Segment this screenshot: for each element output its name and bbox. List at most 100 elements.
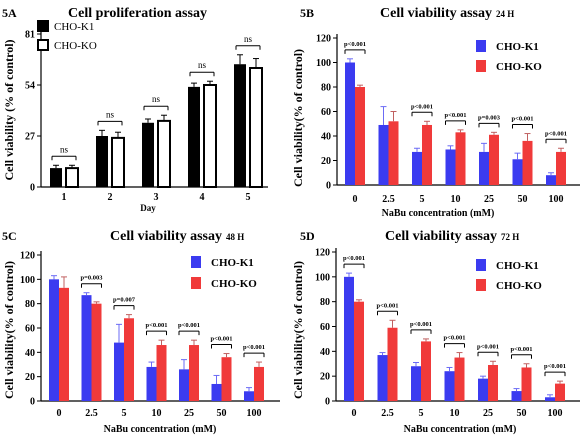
sig-annotation: p<0.001 <box>243 344 265 351</box>
x-tick-label: 2.5 <box>381 408 394 419</box>
y-tick-label: 80 <box>25 299 35 310</box>
bar <box>124 318 134 401</box>
legend-label: CHO-KO <box>496 61 542 73</box>
y-tick-label: 60 <box>320 322 330 333</box>
bar <box>454 357 465 401</box>
y-tick-label: 81 <box>25 30 35 41</box>
bar <box>444 371 455 401</box>
chart-title: Cell viability assay 48 H <box>110 229 244 244</box>
x-tick-label: 5 <box>122 408 127 419</box>
bar <box>521 367 532 401</box>
y-tick-label: 20 <box>320 372 330 383</box>
x-tick-label: 5 <box>419 408 424 419</box>
x-tick-label: 1 <box>62 192 67 203</box>
y-tick-label: 80 <box>321 83 331 94</box>
legend-swatch <box>476 259 486 271</box>
y-tick-label: 120 <box>315 248 330 259</box>
bar <box>81 295 92 401</box>
x-tick-label: 25 <box>483 408 493 419</box>
y-tick-label: 0 <box>30 397 35 408</box>
bar <box>522 140 533 185</box>
chart-title: Cell proliferation assay <box>68 6 207 21</box>
y-tick-label: 54 <box>25 81 35 92</box>
y-axis-label: Cell viability(% of control) <box>291 261 305 399</box>
sig-annotation: p<0.001 <box>544 363 566 370</box>
x-tick-label: 25 <box>184 408 194 419</box>
bar <box>445 149 456 185</box>
sig-annotation: p<0.001 <box>410 321 432 328</box>
bar <box>555 383 565 401</box>
bar <box>412 151 422 185</box>
bar <box>114 342 124 401</box>
bar <box>345 62 355 185</box>
x-tick-label: 5 <box>246 192 251 203</box>
legend-swatch <box>37 39 49 51</box>
y-tick-label: 27 <box>25 132 35 143</box>
bar <box>111 136 125 188</box>
bar <box>421 341 431 401</box>
y-tick-label: 0 <box>30 183 35 194</box>
legend-label: CHO-KO <box>211 278 257 290</box>
bar <box>512 159 523 185</box>
legend-label: CHO-K1 <box>496 41 539 53</box>
bar <box>142 122 154 187</box>
bar <box>156 345 167 401</box>
legend-label: CHO-K1 <box>211 257 254 269</box>
y-tick-label: 0 <box>326 181 331 192</box>
x-tick-label: 10 <box>451 194 461 205</box>
x-tick-label: 2.5 <box>382 194 395 205</box>
y-tick-label: 40 <box>25 348 35 359</box>
bar <box>488 364 498 401</box>
bar <box>411 366 421 401</box>
y-tick-label: 60 <box>25 324 35 335</box>
legend-swatch <box>37 20 49 32</box>
y-axis-label: Cell viability(% of control) <box>2 261 16 399</box>
legend-label: CHO-K1 <box>54 21 94 33</box>
bar <box>388 121 399 185</box>
sig-annotation: p<0.001 <box>511 346 533 353</box>
bar <box>387 327 398 401</box>
y-tick-label: 60 <box>321 107 331 118</box>
x-tick-label: 25 <box>484 194 494 205</box>
sig-annotation: p=0.003 <box>478 114 501 121</box>
panel-label: 5B <box>300 6 314 20</box>
x-tick-label: 0 <box>57 408 62 419</box>
bar <box>157 119 171 188</box>
sig-annotation: p<0.001 <box>444 335 466 342</box>
sig-annotation: ns <box>152 94 161 104</box>
bar <box>489 134 499 185</box>
sig-annotation: ns <box>198 60 207 70</box>
sig-annotation: ns <box>244 34 253 44</box>
bar <box>96 136 108 187</box>
x-tick-label: 100 <box>548 408 563 419</box>
legend-swatch <box>191 277 201 289</box>
bar <box>244 391 254 401</box>
x-tick-label: 100 <box>549 194 564 205</box>
legend-swatch <box>476 40 486 52</box>
x-tick-label: 50 <box>518 194 528 205</box>
bar <box>422 124 432 185</box>
legend-label: CHO-KO <box>496 280 542 292</box>
panel-label: 5C <box>2 229 17 243</box>
x-axis-label: Day <box>140 203 156 213</box>
sig-annotation: p<0.001 <box>411 103 433 110</box>
sig-annotation: p<0.001 <box>178 322 200 329</box>
bar <box>377 355 388 401</box>
x-tick-label: 0 <box>353 194 358 205</box>
x-tick-label: 50 <box>517 408 527 419</box>
panel-5d: 5D Cell viability assay 72 H02040608010012… <box>291 229 580 435</box>
bar <box>455 132 466 185</box>
x-tick-label: 2 <box>108 192 113 203</box>
x-tick-label: 10 <box>152 408 162 419</box>
sig-annotation: ns <box>60 144 69 154</box>
y-tick-label: 20 <box>321 156 331 167</box>
panel-label: 5D <box>300 229 315 243</box>
bar <box>211 383 222 401</box>
bar <box>189 345 199 401</box>
panel-label: 5A <box>2 6 17 20</box>
x-tick-label: 3 <box>154 192 159 203</box>
sig-annotation: p<0.001 <box>343 255 365 262</box>
y-axis-label: Cell viability(% of control) <box>291 49 305 187</box>
